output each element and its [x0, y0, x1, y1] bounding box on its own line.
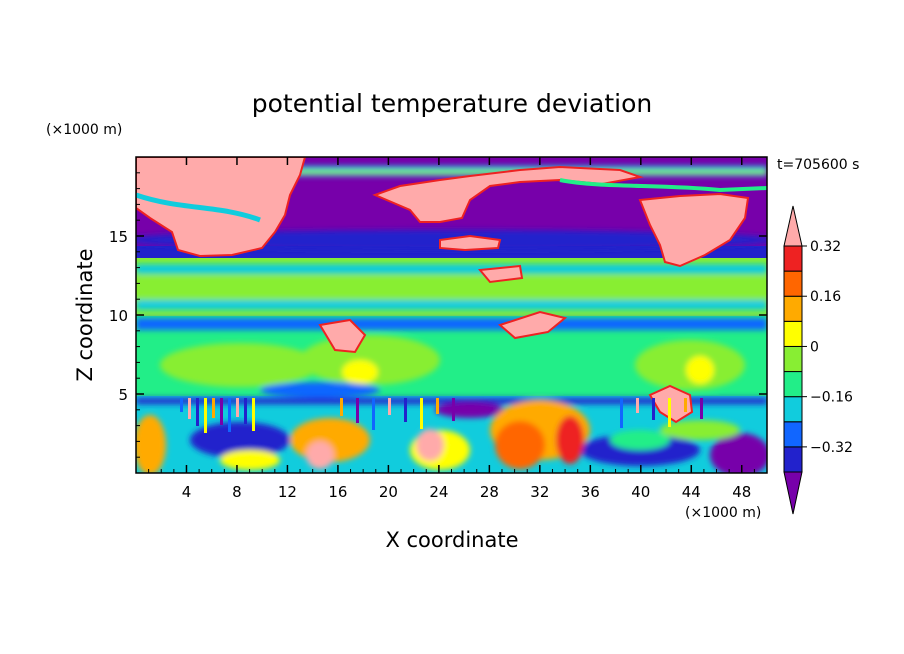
upper-green-streak [136, 170, 767, 174]
bl-spike [236, 398, 239, 417]
mid-cyan-streak [136, 264, 767, 274]
mid-blue-patch [260, 382, 380, 398]
bl-spike [420, 398, 423, 429]
bl-green-1 [610, 430, 670, 450]
colorbar-box [783, 295, 803, 322]
pink-patch-5 [478, 264, 524, 284]
mid-cyan-layer [136, 300, 767, 310]
bl-spike [244, 398, 247, 424]
colorbar-bottom-cap [783, 471, 803, 515]
bl-spike [620, 398, 623, 428]
colorbar-box [783, 446, 803, 473]
bl-yellow-1 [220, 450, 280, 470]
y-axis-label: Z coordinate [73, 248, 97, 381]
colorbar-label: −0.16 [810, 390, 853, 406]
colorbar-top-cap [783, 205, 803, 247]
colorbar-box [783, 245, 803, 272]
mid-green-patch-1 [160, 343, 320, 387]
bl-spike [404, 398, 407, 422]
band-tropopause [136, 246, 767, 260]
bl-blue-top [136, 398, 767, 404]
bl-positive-1 [136, 415, 166, 473]
bl-spike [204, 398, 207, 433]
mid-blue-layer [136, 318, 767, 330]
bl-spike [220, 398, 223, 425]
bl-positive-7 [306, 441, 334, 469]
y-unit-label: (×1000 m) [46, 122, 122, 138]
x-axis-label: X coordinate [385, 528, 518, 552]
y-tick-label: 15 [109, 228, 128, 246]
bl-spike [356, 398, 359, 423]
x-tick-label: 40 [631, 483, 650, 501]
x-tick-label: 24 [429, 483, 448, 501]
pink-patch-4 [439, 234, 502, 252]
bl-spike [228, 398, 231, 432]
colorbar: 0.32 0.16 0 −0.16 −0.32 [783, 205, 853, 515]
colorbar-box [783, 396, 803, 423]
x-tick-label: 16 [328, 483, 347, 501]
x-axis-ticks: 4 8 12 16 20 24 28 32 36 40 44 48 [148, 157, 755, 501]
colorbar-box [783, 421, 803, 448]
mid-yellow-2 [686, 356, 714, 384]
pink-patch-1 [136, 157, 307, 258]
bl-positive-5 [495, 421, 545, 469]
y-tick-label: 10 [109, 307, 128, 325]
bl-spikes [180, 398, 703, 433]
bl-spike [436, 398, 439, 414]
x-tick-label: 44 [682, 483, 701, 501]
bl-spike [668, 398, 671, 427]
colorbar-box [783, 345, 803, 373]
colorbar-box [783, 270, 803, 297]
bl-spike [684, 398, 687, 412]
x-unit-label: (×1000 m) [685, 505, 761, 521]
bl-spike [452, 398, 455, 421]
heatmap-field [136, 157, 767, 473]
x-tick-label: 32 [530, 483, 549, 501]
bl-spike [180, 398, 183, 412]
y-axis-ticks: 5 10 15 [109, 172, 767, 458]
bl-spike [252, 398, 255, 431]
colorbar-label: 0.32 [810, 239, 841, 255]
mid-yellow-1 [342, 360, 378, 384]
bl-spike [340, 398, 343, 416]
bl-negative-2 [435, 402, 505, 418]
bl-positive-6 [556, 416, 584, 464]
x-tick-label: 48 [732, 483, 751, 501]
colorbar-label: 0.16 [810, 289, 841, 305]
pink-patch-6 [318, 318, 367, 354]
bl-negative-1 [190, 422, 290, 458]
colorbar-label: −0.32 [810, 440, 853, 456]
chart-title: potential temperature deviation [252, 89, 652, 118]
bl-spike [372, 398, 375, 430]
pink-patch-7 [498, 310, 568, 340]
bl-spike [212, 398, 215, 418]
x-tick-label: 4 [182, 483, 192, 501]
x-tick-label: 36 [581, 483, 600, 501]
bl-spike [196, 398, 199, 426]
bl-negative-4 [710, 433, 767, 473]
pink-patch-3 [638, 192, 750, 268]
time-label: t=705600 s [777, 157, 859, 173]
bl-yellow-2 [660, 420, 740, 440]
x-tick-label: 12 [278, 483, 297, 501]
x-tick-label: 28 [480, 483, 499, 501]
bl-spike [700, 398, 703, 419]
bl-spike [652, 398, 655, 420]
bl-spike [388, 398, 391, 415]
mid-green-streak [136, 276, 767, 302]
y-tick-label: 5 [118, 386, 128, 404]
colorbar-label: 0 [810, 339, 819, 355]
upper-filament-1 [136, 192, 261, 223]
colorbar-box [783, 320, 803, 347]
upper-filament-2 [559, 178, 767, 193]
x-tick-label: 20 [379, 483, 398, 501]
bl-spike [636, 398, 639, 413]
x-tick-label: 8 [232, 483, 242, 501]
colorbar-box [783, 371, 803, 398]
bl-positive-8 [416, 429, 444, 461]
bl-spike [188, 398, 191, 419]
